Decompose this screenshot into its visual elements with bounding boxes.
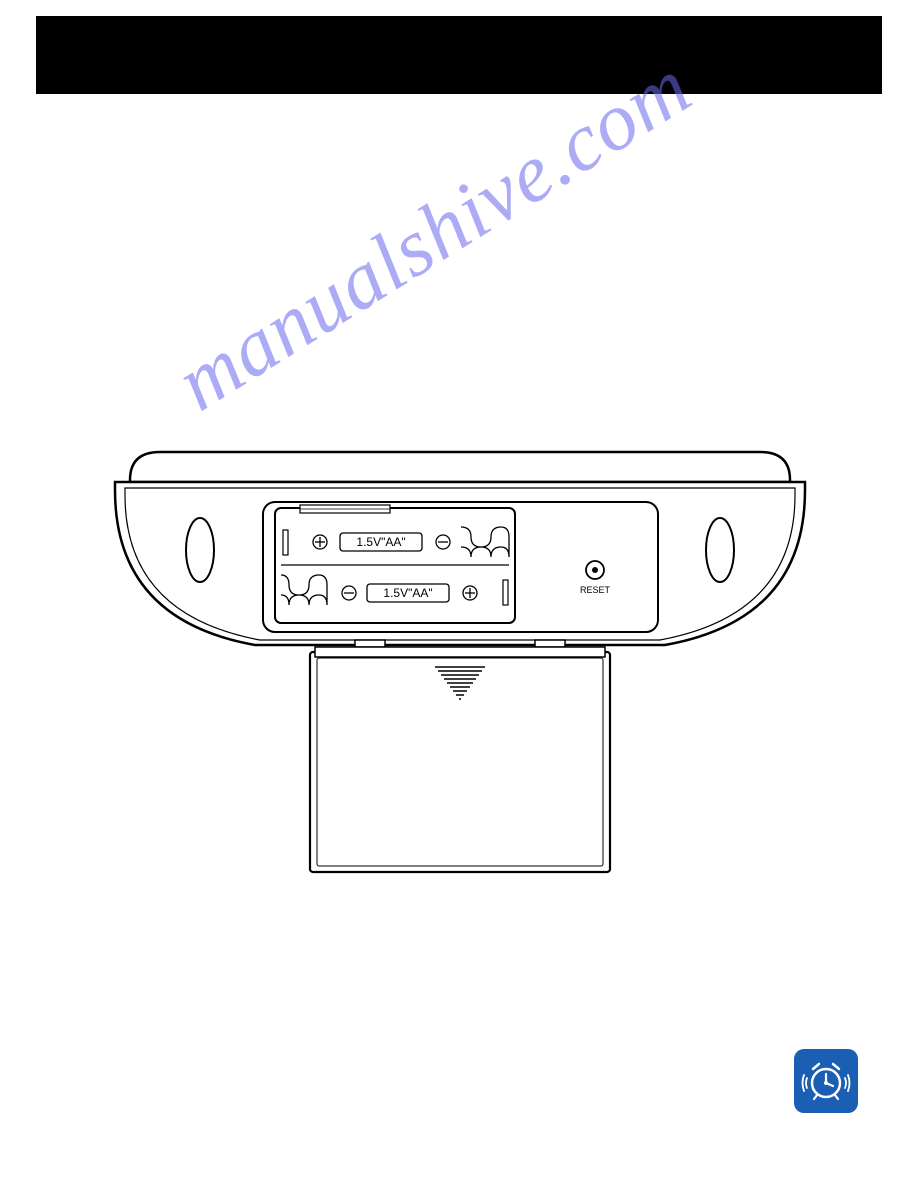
battery-compartment-illustration: 1.5V"AA" 1.5V"AA" RESET	[105, 445, 815, 885]
reset-label: RESET	[580, 585, 611, 595]
watermark-text: manualshive.com	[160, 39, 707, 430]
header-bar	[36, 16, 882, 94]
battery-2-label: 1.5V"AA"	[383, 586, 432, 600]
battery-1-label: 1.5V"AA"	[356, 535, 405, 549]
device-diagram: 1.5V"AA" 1.5V"AA" RESET	[105, 445, 815, 885]
alarm-clock-icon	[794, 1049, 858, 1113]
